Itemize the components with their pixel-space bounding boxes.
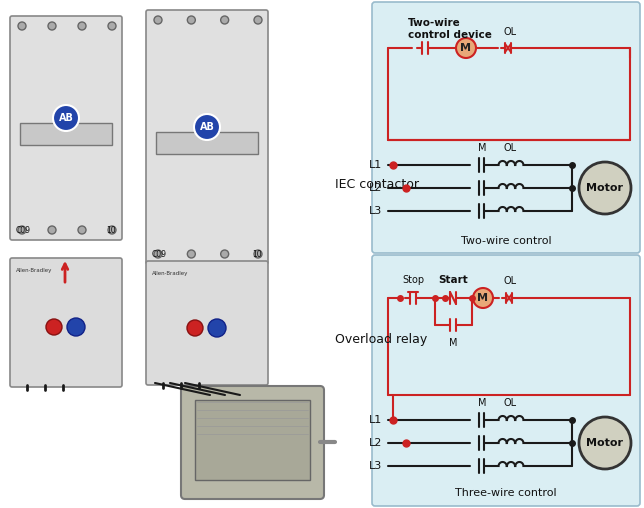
Text: M: M [477,293,489,303]
Bar [195,400,310,480]
Text: Motor: Motor [587,438,623,448]
Text: M: M [478,143,486,153]
Circle shape [194,114,220,140]
Circle shape [53,105,79,131]
Bar [156,132,258,154]
Text: Two-wire
control device: Two-wire control device [408,18,492,41]
Circle shape [108,22,116,30]
Text: M: M [449,338,457,348]
Text: 10: 10 [106,226,116,235]
Circle shape [48,22,56,30]
Text: OL: OL [504,27,516,37]
Text: L1: L1 [369,160,382,170]
Text: Three-wire control: Three-wire control [455,488,557,498]
Circle shape [579,162,631,214]
Text: L1: L1 [369,415,382,425]
FancyBboxPatch shape [372,255,640,506]
Circle shape [221,250,229,258]
Circle shape [187,320,203,336]
Circle shape [48,226,56,234]
Text: Motor: Motor [587,183,623,193]
Circle shape [187,250,195,258]
Text: L2: L2 [368,183,382,193]
Text: OL: OL [504,143,516,153]
Text: Start: Start [438,275,468,285]
Text: Overload relay: Overload relay [335,333,427,346]
Circle shape [78,226,86,234]
Circle shape [67,318,85,336]
Circle shape [221,16,229,24]
Circle shape [18,22,26,30]
Text: Allen-Bradley: Allen-Bradley [16,268,52,273]
Circle shape [154,250,162,258]
Text: Allen-Bradley: Allen-Bradley [152,271,189,276]
Text: L2: L2 [368,438,382,448]
FancyBboxPatch shape [10,258,122,387]
Circle shape [154,16,162,24]
Text: OL: OL [504,276,516,286]
FancyBboxPatch shape [372,2,640,253]
FancyBboxPatch shape [10,16,122,240]
Circle shape [78,22,86,30]
Text: Stop: Stop [402,275,424,285]
Text: L3: L3 [369,206,382,216]
Text: L3: L3 [369,461,382,471]
Text: C09: C09 [152,250,167,259]
Circle shape [456,38,476,58]
FancyBboxPatch shape [146,10,268,264]
Text: OL: OL [504,398,516,408]
Circle shape [187,16,195,24]
Circle shape [208,319,226,337]
FancyBboxPatch shape [181,386,324,499]
FancyBboxPatch shape [146,261,268,385]
Text: 10: 10 [252,250,262,259]
Text: M: M [460,43,471,53]
Text: M: M [478,398,486,408]
Circle shape [579,417,631,469]
Text: IEC contactor: IEC contactor [335,178,419,192]
Text: AB: AB [59,113,73,123]
Text: Two-wire control: Two-wire control [460,236,551,246]
Circle shape [18,226,26,234]
Bar [20,123,112,145]
Text: C09: C09 [16,226,31,235]
Circle shape [254,16,262,24]
Circle shape [254,250,262,258]
Circle shape [46,319,62,335]
Circle shape [473,288,493,308]
Text: AB: AB [200,122,214,132]
Circle shape [108,226,116,234]
